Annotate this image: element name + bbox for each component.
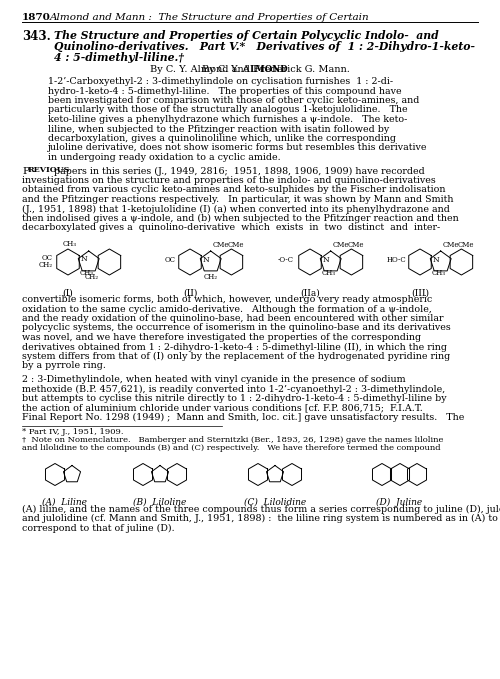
Text: (II): (II) xyxy=(183,289,197,298)
Text: N: N xyxy=(80,255,87,263)
Text: CH₂: CH₂ xyxy=(84,273,98,281)
Text: (A) liline, and the names of the three compounds thus form a series correspondin: (A) liline, and the names of the three c… xyxy=(22,504,500,513)
Text: liline, when subjected to the Pfitzinger reaction with isatin followed by: liline, when subjected to the Pfitzinger… xyxy=(48,124,389,134)
Text: derivatives obtained from 1 : 2-dihydro-1-keto-4 : 5-dimethyl-liline (II), in wh: derivatives obtained from 1 : 2-dihydro-… xyxy=(22,342,447,352)
Text: CH₂: CH₂ xyxy=(204,273,218,281)
Text: keto-liline gives a phenylhydrazone which furnishes a ψ-indole.   The keto-: keto-liline gives a phenylhydrazone whic… xyxy=(48,115,408,124)
Text: (III): (III) xyxy=(411,289,429,298)
Text: (J., 1951, 1898) that 1-ketojulolidine (I) (a) when converted into its phenylhyd: (J., 1951, 1898) that 1-ketojulolidine (… xyxy=(22,204,450,214)
Text: HO-C: HO-C xyxy=(386,256,406,264)
Text: investigations on the structure and properties of the indolo- and quinolino-deri: investigations on the structure and prop… xyxy=(22,176,436,185)
Text: decarboxylation, gives a quinolinoliline which, unlike the corresponding: decarboxylation, gives a quinolinoliline… xyxy=(48,134,396,143)
Text: system differs from that of (I) only by the replacement of the hydrogenated pyri: system differs from that of (I) only by … xyxy=(22,352,450,361)
Text: Final Report No. 1298 (1949) ;  Mann and Smith, loc. cit.] gave unsatisfactory r: Final Report No. 1298 (1949) ; Mann and … xyxy=(22,413,464,422)
Text: (A)  Liline: (A) Liline xyxy=(42,498,88,507)
Text: (IIa): (IIa) xyxy=(300,289,320,298)
Text: by a pyrrole ring.: by a pyrrole ring. xyxy=(22,361,106,371)
Text: convertible isomeric forms, both of which, however, undergo very ready atmospher: convertible isomeric forms, both of whic… xyxy=(22,295,432,304)
Text: CH₃: CH₃ xyxy=(80,269,94,277)
Text: 1870: 1870 xyxy=(22,13,51,22)
Text: OC: OC xyxy=(165,256,176,264)
Text: OC: OC xyxy=(42,254,53,262)
Text: (I): (I) xyxy=(62,289,74,298)
Text: and julolidine (cf. Mann and Smith, J., 1951, 1898) :  the liline ring system is: and julolidine (cf. Mann and Smith, J., … xyxy=(22,514,498,523)
Text: particularly with those of the structurally analogous 1-ketojulolidine.   The: particularly with those of the structura… xyxy=(48,105,408,115)
Text: CMe: CMe xyxy=(212,241,229,249)
Text: 343.: 343. xyxy=(22,30,51,43)
Text: 2 : 3-Dimethylindole, when heated with vinyl cyanide in the presence of sodium: 2 : 3-Dimethylindole, when heated with v… xyxy=(22,375,406,384)
Text: N: N xyxy=(202,256,209,264)
Text: By C. Y. Almond and Frederick G. Mann.: By C. Y. Almond and Frederick G. Mann. xyxy=(150,65,350,74)
Text: N: N xyxy=(322,256,329,264)
Text: and the ready oxidation of the quinolino-base, had been encountered with other s: and the ready oxidation of the quinolino… xyxy=(22,314,444,323)
Text: papers in this series (J., 1949, 2816;  1951, 1898, 1906, 1909) have recorded: papers in this series (J., 1949, 2816; 1… xyxy=(54,166,425,176)
Text: The Structure and Properties of Certain Polycyclic Indolo-  and: The Structure and Properties of Certain … xyxy=(54,30,439,41)
Text: N: N xyxy=(432,256,439,264)
Text: CMe: CMe xyxy=(228,241,244,249)
Text: CH₃: CH₃ xyxy=(432,269,446,277)
Text: in undergoing ready oxidation to a cyclic amide.: in undergoing ready oxidation to a cycli… xyxy=(48,153,280,162)
Text: P: P xyxy=(22,166,29,175)
Text: (C)  Lilolidine: (C) Lilolidine xyxy=(244,498,306,507)
Text: By C. Y. A: By C. Y. A xyxy=(202,65,250,74)
Text: then indolised gives a ψ-indole, and (b) when subjected to the Pfitzinger reacti: then indolised gives a ψ-indole, and (b)… xyxy=(22,214,459,223)
Text: CMe: CMe xyxy=(348,241,364,249)
Text: * Part IV, J., 1951, 1909.: * Part IV, J., 1951, 1909. xyxy=(22,428,124,437)
Text: CH₂: CH₂ xyxy=(39,261,53,269)
Text: LMOND: LMOND xyxy=(250,65,288,74)
Text: and lilolidine to the compounds (B) and (C) respectively.   We have therefore te: and lilolidine to the compounds (B) and … xyxy=(22,445,440,452)
Text: -O-C: -O-C xyxy=(278,256,294,264)
Text: but attempts to cyclise this nitrile directly to 1 : 2-dihydro-1-keto-4 : 5-dime: but attempts to cyclise this nitrile dir… xyxy=(22,394,446,403)
Text: hydro-1-keto-4 : 5-dimethyl-liline.   The properties of this compound have: hydro-1-keto-4 : 5-dimethyl-liline. The … xyxy=(48,86,402,96)
Text: CMe: CMe xyxy=(332,241,349,249)
Text: Quinolino-derivatives.   Part V.*   Derivatives of  1 : 2-Dihydro-1-keto-: Quinolino-derivatives. Part V.* Derivati… xyxy=(54,41,475,52)
Text: obtained from various cyclic keto-amines and keto-sulphides by the Fischer indol: obtained from various cyclic keto-amines… xyxy=(22,185,446,194)
Text: been investigated for comparison with those of other cyclic keto-amines, and: been investigated for comparison with th… xyxy=(48,96,420,105)
Text: correspond to that of juline (D).: correspond to that of juline (D). xyxy=(22,524,174,532)
Text: CH₃: CH₃ xyxy=(322,269,336,277)
Text: polycyclic systems, the occurrence of isomerism in the quinolino-base and its de: polycyclic systems, the occurrence of is… xyxy=(22,323,451,333)
Text: (B)  Liloline: (B) Liloline xyxy=(134,498,186,507)
Text: CMe: CMe xyxy=(442,241,459,249)
Text: and the Pfitzinger reactions respectively.   In particular, it was shown by Mann: and the Pfitzinger reactions respectivel… xyxy=(22,195,454,204)
Text: was novel, and we have therefore investigated the properties of the correspondin: was novel, and we have therefore investi… xyxy=(22,333,421,342)
Text: (D)  Juline: (D) Juline xyxy=(376,498,422,507)
Text: 1-2’-Carboxyethyl-2 : 3-dimethylindole on cyclisation furnishes  1 : 2-di-: 1-2’-Carboxyethyl-2 : 3-dimethylindole o… xyxy=(48,77,393,86)
Text: †  Note on Nomenclature.   Bamberger and Sternitzki (Ber., 1893, 26, 1298) gave : † Note on Nomenclature. Bamberger and St… xyxy=(22,437,444,445)
Text: juloline derivative, does not show isomeric forms but resembles this derivative: juloline derivative, does not show isome… xyxy=(48,143,428,153)
Text: methoxide (B.P. 457,621), is readily converted into 1-2’-cyanoethyl-2 : 3-dimeth: methoxide (B.P. 457,621), is readily con… xyxy=(22,384,446,394)
Text: REVIOUS: REVIOUS xyxy=(28,166,70,175)
Text: decarboxylated gives a  quinolino-derivative  which  exists  in  two  distinct  : decarboxylated gives a quinolino-derivat… xyxy=(22,223,440,232)
Text: 4 : 5-dimethyl-liline.†: 4 : 5-dimethyl-liline.† xyxy=(54,52,184,63)
Text: CMe: CMe xyxy=(458,241,474,249)
Text: Almond and Mann :  The Structure and Properties of Certain: Almond and Mann : The Structure and Prop… xyxy=(50,13,370,22)
Text: the action of aluminium chloride under various conditions [cf. F.P. 806,715;  F.: the action of aluminium chloride under v… xyxy=(22,403,423,413)
Text: oxidation to the same cyclic amido-derivative.   Although the formation of a ψ-i: oxidation to the same cyclic amido-deriv… xyxy=(22,304,432,314)
Text: CH₃: CH₃ xyxy=(63,240,77,248)
